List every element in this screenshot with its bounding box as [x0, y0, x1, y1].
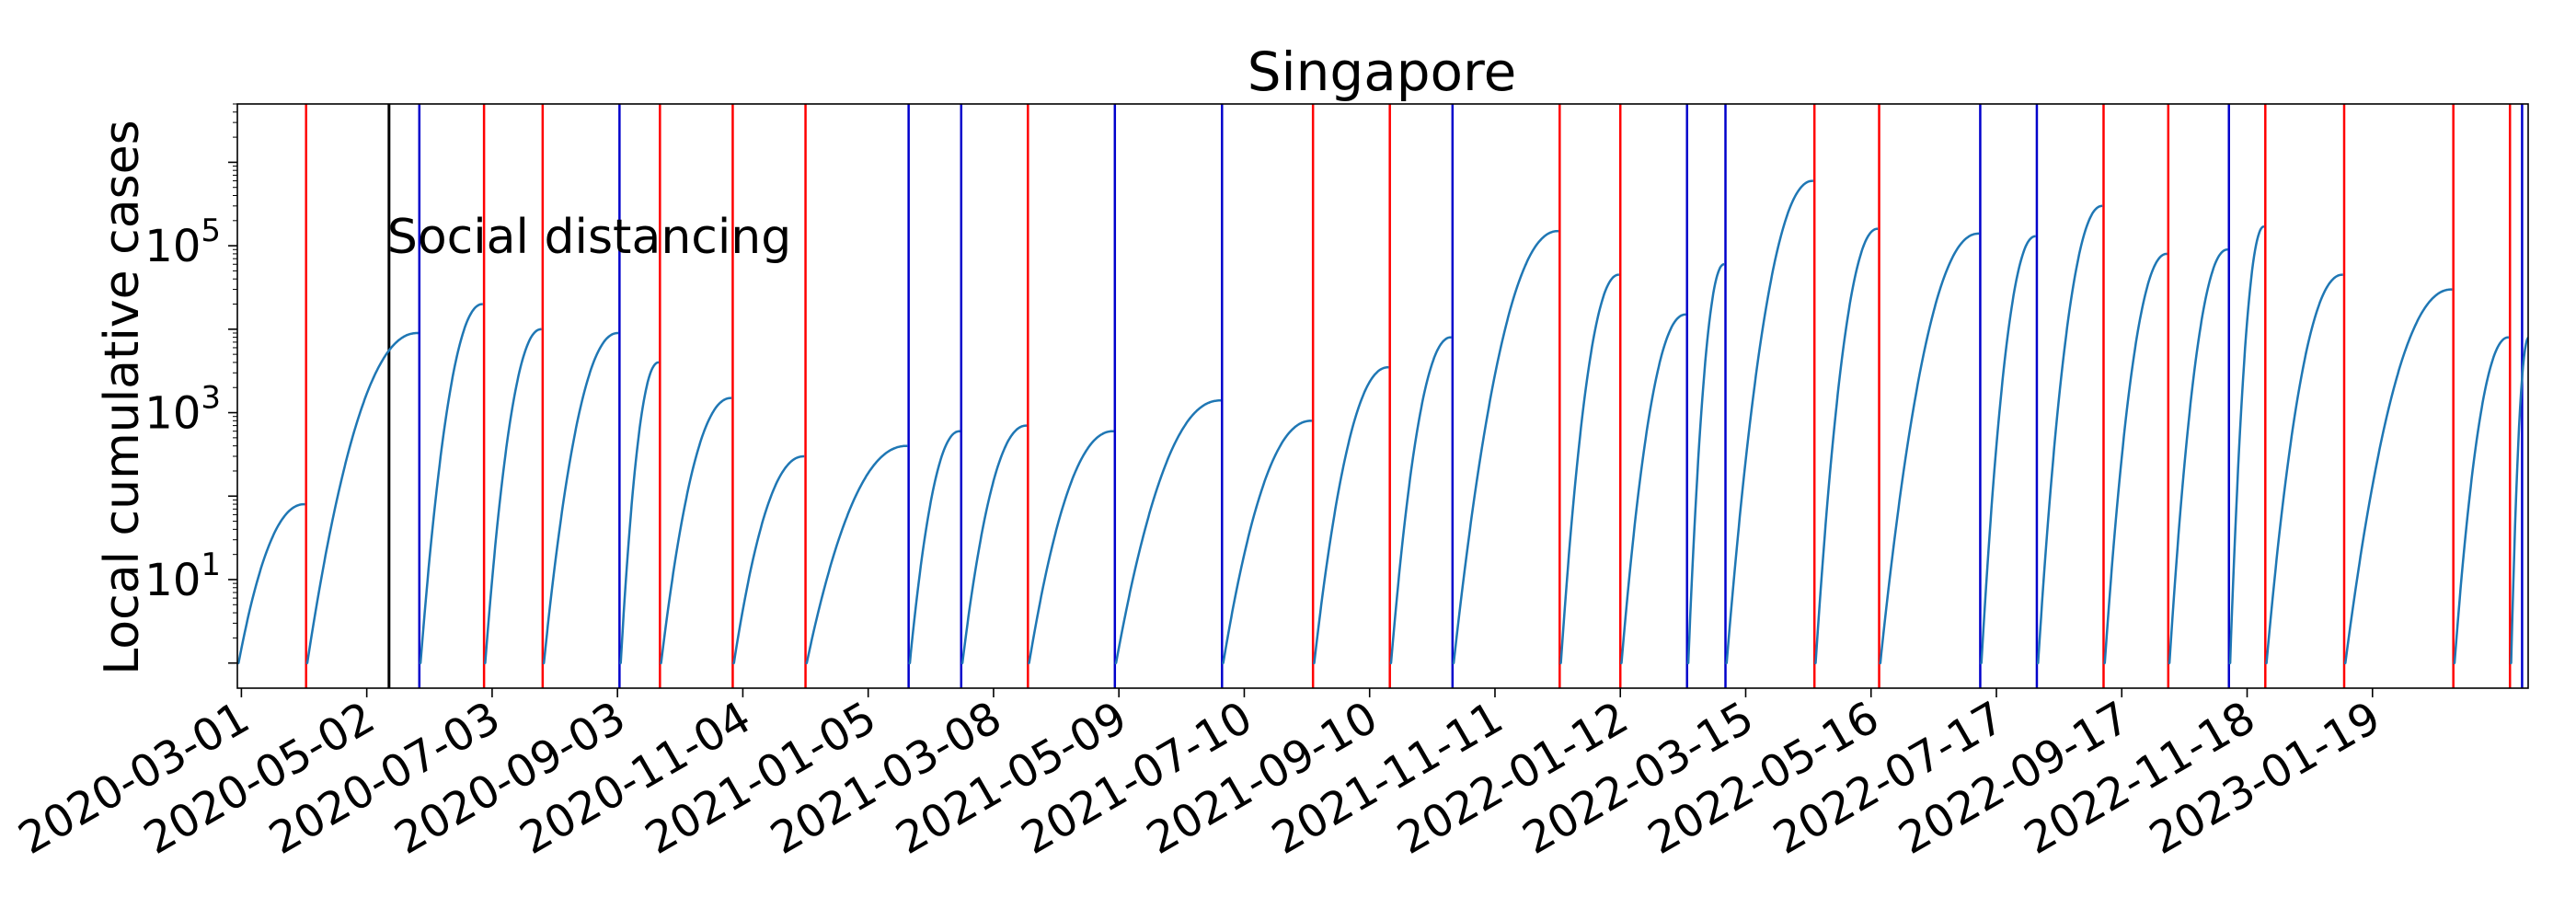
data-series-line	[237, 179, 2528, 664]
y-tick-label: 101	[144, 546, 221, 606]
plot-inner: Social distancing	[237, 104, 2528, 688]
plot-frame	[236, 103, 2529, 689]
y-tick-label: 105	[144, 213, 221, 272]
y-tick-base: 10	[144, 555, 201, 606]
y-axis-label: Local cumulative cases	[95, 120, 150, 675]
y-tick-base: 10	[144, 221, 201, 272]
plot-area: Social distancing	[237, 104, 2528, 688]
y-tick-base: 10	[144, 388, 201, 440]
chart-title: Singapore	[1248, 40, 1517, 103]
y-tick-exponent: 5	[201, 213, 221, 249]
y-tick-exponent: 3	[201, 380, 221, 417]
annotation-social-distancing: Social distancing	[387, 210, 791, 265]
y-tick-label: 103	[144, 380, 221, 440]
y-tick-exponent: 1	[201, 546, 221, 583]
